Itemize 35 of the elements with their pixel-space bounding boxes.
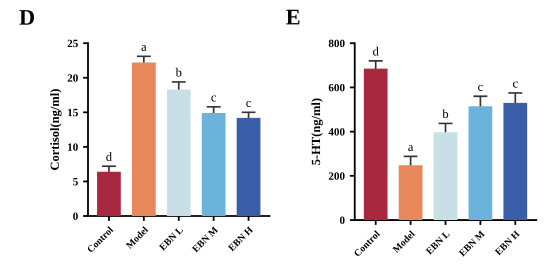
y-axis-title: Cortisol(ng/ml) bbox=[50, 89, 62, 170]
y-tick-label: 200 bbox=[328, 172, 345, 180]
y-tick-label: 0 bbox=[340, 216, 345, 224]
annotation: a bbox=[142, 45, 146, 52]
bar bbox=[97, 172, 121, 216]
annotation: c bbox=[478, 84, 483, 91]
y-tick-label: 25 bbox=[68, 40, 78, 48]
bar bbox=[132, 62, 156, 216]
y-tick-label: 0 bbox=[73, 212, 78, 220]
annotation: d bbox=[106, 152, 112, 161]
bar bbox=[202, 113, 226, 216]
y-tick-label: 15 bbox=[68, 108, 78, 116]
annotation: d bbox=[373, 46, 379, 56]
bar bbox=[468, 106, 492, 220]
bar bbox=[236, 118, 260, 216]
annotation: c bbox=[211, 95, 216, 102]
y-tick-label: 10 bbox=[68, 143, 78, 151]
annotation: c bbox=[513, 82, 518, 88]
y-tick-label: 400 bbox=[328, 128, 345, 136]
annotation: b bbox=[176, 68, 182, 77]
bar bbox=[434, 132, 458, 220]
bar bbox=[166, 90, 191, 216]
bar bbox=[503, 102, 528, 220]
annotation: c bbox=[246, 100, 251, 108]
y-tick-label: 5 bbox=[73, 178, 78, 186]
annotation: a bbox=[408, 145, 414, 152]
bar bbox=[364, 68, 388, 220]
chart-title: E bbox=[286, 10, 300, 24]
annotation: b bbox=[442, 109, 448, 118]
y-tick-label: 600 bbox=[328, 84, 345, 92]
y-axis-title: 5-HT(ng/ml) bbox=[311, 98, 323, 165]
y-tick-label: 20 bbox=[68, 74, 78, 82]
bar bbox=[398, 165, 422, 220]
y-tick-label: 800 bbox=[328, 40, 345, 48]
chart-title: D bbox=[19, 10, 34, 25]
